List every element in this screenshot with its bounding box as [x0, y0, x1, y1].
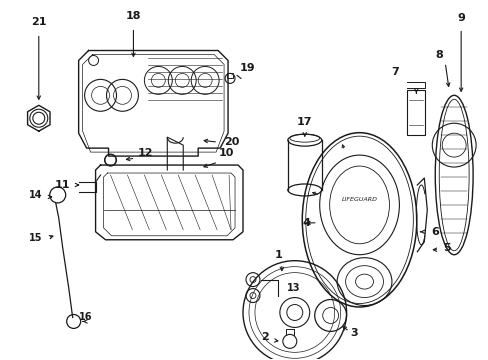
Text: 14: 14 [29, 190, 42, 200]
Text: 11: 11 [55, 180, 70, 190]
Text: 17: 17 [296, 117, 312, 127]
Text: 6: 6 [430, 227, 438, 237]
Text: 16: 16 [79, 312, 92, 323]
Text: 1: 1 [274, 250, 282, 260]
Text: 20: 20 [224, 137, 239, 147]
Text: LIFEGUARD: LIFEGUARD [341, 197, 377, 202]
Text: 15: 15 [29, 233, 42, 243]
Text: 2: 2 [261, 332, 268, 342]
Text: 9: 9 [456, 13, 464, 23]
Text: 12: 12 [137, 148, 153, 158]
Text: 4: 4 [302, 218, 310, 228]
Text: 10: 10 [218, 148, 233, 158]
Text: 21: 21 [31, 17, 46, 27]
Text: 8: 8 [434, 50, 442, 60]
Text: 3: 3 [350, 328, 358, 338]
Text: 13: 13 [286, 283, 300, 293]
Text: 7: 7 [391, 67, 399, 77]
Text: 19: 19 [240, 63, 255, 73]
Text: 18: 18 [125, 11, 141, 21]
Text: 5: 5 [443, 243, 450, 253]
